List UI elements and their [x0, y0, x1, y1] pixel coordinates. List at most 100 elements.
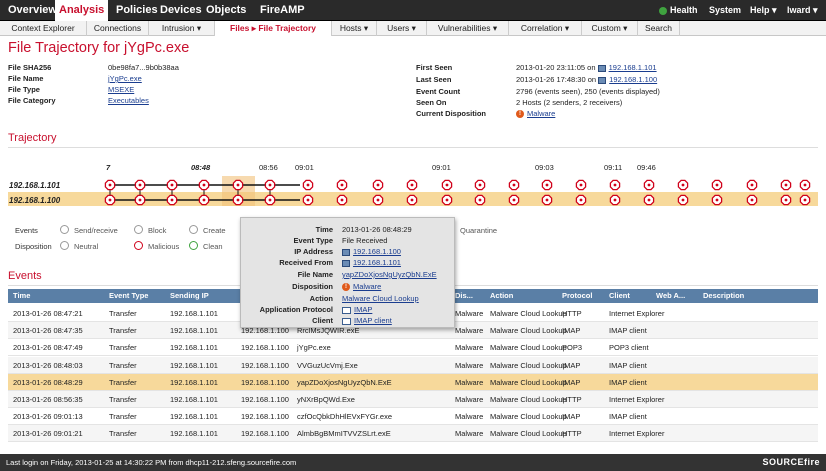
legend-create: Create	[203, 226, 226, 235]
nav-devices[interactable]: Devices	[160, 4, 202, 16]
first-seen-host-link[interactable]: 192.168.1.101	[608, 63, 657, 72]
tab-vulnerabilities[interactable]: Vulnerabilities ▾	[427, 21, 509, 36]
popup-file-name-link[interactable]: yapZDoXjosNgUyzQbN.ExE	[342, 270, 437, 279]
nav-help[interactable]: Help ▾	[750, 5, 777, 15]
sub-navigation: Context Explorer Connections Intrusion ▾…	[0, 21, 826, 36]
popup-received-from-link[interactable]: 192.168.1.101	[353, 258, 401, 267]
node-center	[170, 198, 174, 202]
table-cell: IMAP client	[609, 326, 647, 336]
tab-hosts[interactable]: Hosts ▾	[332, 21, 377, 36]
last-seen-host-link[interactable]: 192.168.1.100	[609, 75, 658, 84]
legend-neutral: Neutral	[74, 242, 99, 251]
table-row[interactable]: 2013-01-26 09:01:13 Transfer 192.168.1.101…	[8, 408, 818, 426]
table-cell: 192.168.1.100	[241, 360, 289, 370]
table-cell: Malware	[455, 326, 484, 336]
send-receive-icon	[60, 225, 69, 234]
tab-intrusion[interactable]: Intrusion ▾	[149, 21, 215, 36]
disposition-link[interactable]: Malware	[527, 109, 556, 118]
table-row[interactable]: 2013-01-26 08:48:03 Transfer 192.168.1.101…	[8, 356, 818, 374]
time-tick: 09:11	[604, 163, 623, 172]
node-center	[478, 198, 482, 202]
table-row[interactable]: 2013-01-26 08:47:35 Transfer 192.168.1.101…	[8, 322, 818, 340]
table-cell: Malware	[455, 377, 484, 387]
popup-disposition-link[interactable]: Malware	[353, 282, 382, 291]
table-cell: Malware Cloud Lookup	[490, 309, 567, 318]
first-seen-value: 2013-01-20 23:11:05 on 192.168.1.101	[516, 63, 657, 72]
file-category-label: File Category	[8, 96, 56, 105]
col-protocol[interactable]: Protocol	[562, 291, 593, 300]
table-cell: RrclMsJQWIR.exE	[297, 326, 360, 336]
popup-protocol: IMAP	[342, 305, 372, 314]
table-cell: 2013-01-26 09:01:13	[13, 412, 83, 422]
table-cell: IMAP client	[609, 412, 647, 422]
nav-system[interactable]: System	[709, 5, 742, 15]
table-row[interactable]: 2013-01-26 08:47:49 Transfer 192.168.1.101…	[8, 339, 818, 357]
node-center	[647, 198, 651, 202]
node-center	[784, 183, 788, 187]
popup-ip-link[interactable]: 192.168.1.100	[353, 247, 401, 256]
current-disposition-value: ! Malware	[516, 109, 556, 119]
table-cell: 2013-01-26 08:47:35	[13, 326, 83, 336]
trajectory-title: Trajectory	[8, 132, 57, 144]
sha-label: File SHA256	[8, 63, 52, 72]
table-cell: HTTP	[562, 429, 582, 439]
popup-protocol-link[interactable]: IMAP	[354, 305, 373, 314]
table-cell: Malware Cloud Lookup	[490, 412, 567, 422]
nav-fireamp[interactable]: FireAMP	[260, 4, 305, 16]
tab-correlation[interactable]: Correlation ▾	[509, 21, 582, 36]
node-center	[579, 183, 583, 187]
table-cell: 192.168.1.101	[170, 309, 218, 318]
popup-ip: 192.168.1.100	[342, 247, 401, 256]
popup-event-type-label: Event Type	[293, 236, 333, 245]
tab-connections[interactable]: Connections	[87, 21, 149, 36]
time-tick: 09:03	[535, 163, 554, 172]
col-description[interactable]: Description	[703, 291, 745, 300]
tab-search[interactable]: Search	[638, 21, 680, 36]
nav-analysis[interactable]: Analysis	[55, 0, 109, 21]
popup-action-link[interactable]: Malware Cloud Lookup	[342, 294, 419, 303]
table-row[interactable]: 2013-01-26 08:56:35 Transfer 192.168.1.101…	[8, 391, 818, 408]
node-center	[803, 198, 807, 202]
col-disposition[interactable]: Dis...	[455, 291, 473, 300]
table-cell: yNXrBpQWd.Exe	[297, 395, 355, 404]
popup-file-name-label: File Name	[297, 270, 333, 279]
nav-policies[interactable]: Policies	[116, 4, 158, 16]
table-cell: 2013-01-26 08:47:21	[13, 309, 83, 318]
popup-client-link[interactable]: IMAP client	[354, 316, 392, 325]
col-time[interactable]: Time	[13, 291, 31, 300]
table-cell: 192.168.1.101	[170, 360, 218, 370]
nav-objects[interactable]: Objects	[206, 4, 247, 16]
table-row[interactable]: 2013-01-26 09:01:21 Transfer 192.168.1.101…	[8, 425, 818, 443]
file-type-link[interactable]: MSEXE	[108, 85, 135, 94]
table-cell: HTTP	[562, 309, 582, 318]
table-cell: 192.168.1.100	[241, 343, 289, 353]
col-action[interactable]: Action	[490, 291, 514, 300]
file-name-link[interactable]: jYgPc.exe	[108, 74, 142, 83]
nav-overview[interactable]: Overview	[8, 4, 57, 16]
col-sending-ip[interactable]: Sending IP	[170, 291, 209, 300]
col-web-app[interactable]: Web A...	[656, 291, 686, 300]
nav-user[interactable]: lward ▾	[787, 5, 818, 15]
table-cell: Malware Cloud Lookup	[490, 377, 567, 387]
node-center	[138, 198, 142, 202]
popup-client: IMAP client	[342, 316, 392, 325]
health-icon	[659, 6, 667, 15]
table-row[interactable]: 2013-01-26 08:48:29 Transfer 192.168.1.101…	[8, 373, 818, 391]
node-center	[750, 183, 754, 187]
file-category-link[interactable]: Executables	[108, 96, 149, 105]
tab-users[interactable]: Users ▾	[377, 21, 427, 36]
table-cell: 2013-01-26 08:48:29	[13, 377, 83, 387]
tab-file-trajectory[interactable]: Files ▸ File Trajectory	[215, 21, 332, 36]
table-cell: 192.168.1.101	[170, 377, 218, 387]
health-link[interactable]: Health	[659, 0, 698, 21]
node-center	[750, 198, 754, 202]
trajectory-map[interactable]	[0, 170, 826, 215]
col-client[interactable]: Client	[609, 291, 630, 300]
table-cell: 192.168.1.101	[170, 395, 218, 404]
tab-custom[interactable]: Custom ▾	[582, 21, 638, 36]
event-count-value: 2796 (events seen), 250 (events displaye…	[516, 87, 660, 96]
tab-context-explorer[interactable]: Context Explorer	[0, 21, 87, 36]
col-event-type[interactable]: Event Type	[109, 291, 149, 300]
time-tick: 09:01	[432, 163, 451, 172]
popup-ip-label: IP Address	[294, 247, 333, 256]
